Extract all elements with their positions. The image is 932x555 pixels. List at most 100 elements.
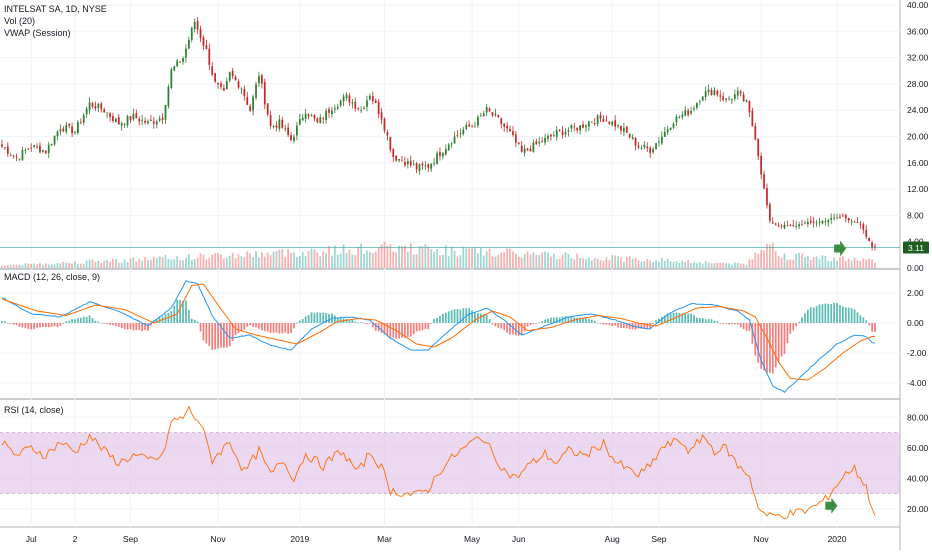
candle-body — [363, 108, 365, 110]
candle-body — [94, 106, 97, 109]
macd-histogram-bar — [459, 309, 462, 323]
macd-histogram-bar — [223, 323, 225, 348]
volume-bar — [392, 251, 395, 268]
volume-bar — [853, 257, 856, 268]
macd-histogram-bar — [760, 323, 763, 369]
volume-bar — [497, 254, 500, 268]
candle-body — [366, 100, 368, 107]
candle-body — [106, 112, 108, 114]
candle-body — [65, 125, 68, 132]
volume-bar — [760, 250, 763, 268]
candle-body — [333, 108, 336, 110]
candle-body — [144, 120, 146, 123]
volume-bar — [278, 249, 281, 268]
macd-histogram-bar — [474, 312, 476, 323]
macd-histogram-bar — [865, 320, 868, 323]
candle-body — [585, 125, 587, 128]
macd-histogram-bar — [856, 312, 859, 323]
macd-histogram-bar — [240, 323, 243, 331]
volume-bar — [786, 259, 789, 268]
candle-body — [15, 156, 18, 158]
macd-histogram-bar — [1, 321, 3, 323]
volume-bar — [602, 260, 605, 268]
candle-body — [56, 131, 59, 137]
candle-body — [18, 158, 21, 160]
volume-bar — [6, 265, 9, 268]
volume-bar — [301, 252, 304, 268]
volume-bar — [228, 255, 231, 268]
candle-body — [290, 135, 292, 141]
volume-bar — [669, 261, 672, 268]
macd-histogram-bar — [751, 323, 754, 344]
macd-histogram-bar — [260, 323, 263, 331]
candle-body — [608, 121, 611, 124]
macd-histogram-bar — [830, 303, 833, 323]
candle-body — [33, 145, 35, 147]
volume-bar — [783, 253, 786, 268]
candle-body — [704, 91, 707, 97]
candle-body — [190, 27, 193, 40]
volume-bar — [792, 259, 795, 268]
volume-bar — [818, 259, 821, 268]
volume-bar — [687, 260, 690, 268]
candle-body — [360, 110, 363, 112]
rsi-y-tick-label: 40.00 — [907, 473, 929, 483]
rsi-line — [1, 405, 876, 520]
macd-histogram-bar — [725, 323, 727, 324]
candle-body — [809, 220, 812, 223]
volume-bar — [491, 256, 494, 268]
macd-histogram-bar — [733, 323, 736, 325]
price-y-tick-label: 32.00 — [907, 53, 929, 63]
candle-body — [494, 113, 497, 116]
candle-body — [786, 225, 789, 227]
macd-histogram-bar — [520, 323, 523, 336]
macd-histogram-bar — [833, 302, 835, 323]
macd-histogram-bar — [696, 317, 698, 323]
macd-histogram-bar — [637, 323, 640, 329]
volume-bar — [47, 264, 50, 268]
volume-bar — [97, 260, 100, 268]
macd-histogram-bar — [757, 323, 760, 363]
macd-histogram-bar — [815, 306, 818, 323]
volume-bar — [82, 263, 85, 268]
volume-bar — [608, 260, 611, 268]
candle-body — [526, 148, 529, 151]
volume-bar — [795, 254, 798, 268]
macd-histogram-bar — [220, 323, 222, 348]
price-y-tick-label: 0.00 — [907, 263, 924, 273]
volume-bar — [722, 262, 725, 268]
volume-bar — [173, 259, 176, 268]
candle-body — [377, 101, 380, 114]
macd-histogram-bar — [798, 321, 800, 323]
volume-bar — [79, 263, 82, 268]
macd-histogram-bar — [687, 313, 690, 323]
macd-histogram-bar — [576, 317, 579, 323]
macd-histogram-bar — [12, 323, 15, 325]
candle-body — [170, 69, 173, 88]
volume-bar — [842, 256, 844, 268]
candle-body — [736, 90, 739, 96]
macd-histogram-bar — [698, 318, 701, 323]
volume-bar — [517, 256, 520, 268]
macd-histogram-bar — [333, 315, 336, 323]
candle-body — [795, 225, 798, 227]
macd-histogram-bar — [669, 313, 672, 323]
volume-bar — [114, 259, 117, 268]
macd-histogram-bar — [193, 319, 196, 323]
volume-bar — [456, 256, 459, 268]
volume-bar — [459, 255, 462, 268]
candle-body — [596, 115, 599, 125]
candle-body — [774, 223, 777, 225]
candle-body — [471, 125, 473, 127]
macd-histogram-bar — [263, 323, 266, 332]
macd-histogram-bar — [409, 323, 412, 337]
candle-body — [824, 221, 827, 223]
candle-body — [266, 103, 269, 115]
candle-body — [161, 117, 164, 121]
candle-body — [623, 127, 625, 132]
macd-histogram-bar — [319, 312, 322, 323]
macd-histogram-bar — [427, 323, 430, 330]
candle-body — [202, 37, 205, 46]
volume-bar — [488, 248, 491, 268]
